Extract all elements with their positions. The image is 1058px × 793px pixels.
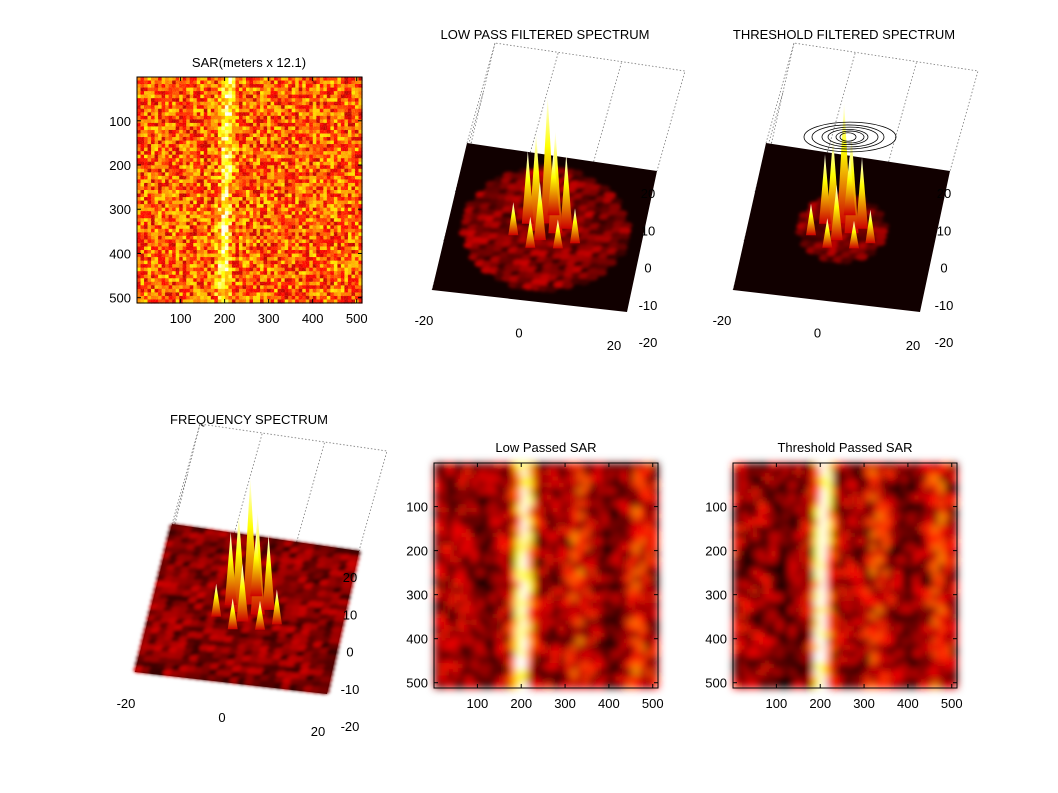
y-tick-label: 10 [937,223,951,238]
y-tick-label: 400 [109,246,131,261]
heatmap-image [137,77,363,304]
y-tick-label: 20 [641,186,655,201]
x-tick-label: 20 [607,338,621,353]
y-tick-label: 20 [343,570,357,585]
panel-sar: SAR(meters x 12.1) 100 200 300 400 500 100 20… [109,55,367,326]
axes-frame [433,462,659,689]
panel-lowpass-spectrum: LOW PASS FILTERED SPECTRUM -20 0 20 20 10 0 -1… [415,27,686,353]
y-axis: 100 200 300 400 500 [705,500,957,691]
y-axis: 100 200 300 400 500 [109,114,362,306]
y-tick-label: 400 [705,632,727,647]
panel-threshold-sar: Threshold Passed SAR 100 200 300 400 500 100… [705,440,962,711]
y-tick-label: 20 [937,186,951,201]
axes-box [732,42,979,291]
x-tick-label: 0 [218,710,225,725]
x-tick-label: 400 [897,696,919,711]
x-tick-label: 20 [311,724,325,739]
surface-peaks [508,95,580,249]
x-tick-label: 300 [554,696,576,711]
panel-lowpass-sar: Low Passed SAR 100 200 300 400 500 100 200 300… [406,440,663,711]
y-tick-label: 200 [705,544,727,559]
chart-title: THRESHOLD FILTERED SPECTRUM [733,27,955,42]
x-tick-label: 0 [814,326,821,341]
y-tick-label: -10 [341,682,360,697]
x-axis: 100 200 300 400 500 [467,463,664,711]
x-tick-label: 300 [258,311,280,326]
x-tick-label: 500 [642,696,664,711]
x-tick-label: 200 [809,696,831,711]
axis-ticks: -20 0 20 20 10 0 -10 -20 [415,186,658,353]
axes-frame [136,76,363,304]
x-tick-label: 300 [853,696,875,711]
x-tick-label: 200 [510,696,532,711]
x-tick-label: 100 [467,696,489,711]
y-tick-label: 300 [109,202,131,217]
y-tick-label: 400 [406,632,428,647]
chart-title: SAR(meters x 12.1) [192,55,306,70]
surface-texture [133,523,361,695]
panel-threshold-spectrum: THRESHOLD FILTERED SPECTRUM -2002020100-… [713,27,979,353]
y-tick-label: 200 [109,158,131,173]
y-tick-label: 300 [705,588,727,603]
surface-plot: -20 0 20 20 10 0 -10 -20 [713,42,979,353]
surface-plot: -20 0 20 20 10 0 -10 -20 [415,42,686,353]
y-tick-label: 0 [940,261,947,276]
surface-plot: -20 0 20 20 10 0 -10 -20 [117,423,388,739]
y-tick-label: 500 [109,291,131,306]
y-tick-label: 100 [705,500,727,515]
x-tick-label: 0 [515,326,522,341]
y-axis: 100 200 300 400 500 [406,500,658,691]
heatmap-image [434,463,659,689]
x-axis: 100 200 300 400 500 [766,463,963,711]
x-tick-label: 400 [598,696,620,711]
axis-ticks: -20 0 20 20 10 0 -10 -20 [117,570,360,739]
axis-ticks: -20 0 20 20 10 0 -10 -20 [713,186,954,353]
chart-title: Low Passed SAR [495,440,596,455]
x-tick-label: 20 [906,338,920,353]
y-tick-label: 0 [346,645,353,660]
y-tick-label: 500 [705,676,727,691]
x-tick-label: 500 [346,311,368,326]
x-tick-label: -20 [117,696,136,711]
chart-title: FREQUENCY SPECTRUM [170,412,328,427]
x-tick-label: -20 [713,313,732,328]
y-tick-label: -20 [935,335,954,350]
x-tick-label: 100 [766,696,788,711]
y-tick-label: 100 [109,114,131,129]
x-tick-label: 100 [170,311,192,326]
y-tick-label: 500 [406,676,428,691]
chart-title: Threshold Passed SAR [777,440,912,455]
x-tick-label: -20 [415,313,434,328]
x-tick-label: 200 [214,311,236,326]
surface-peaks [806,101,876,249]
x-axis: 100 200 300 400 500 [170,77,368,326]
contour-lines [803,121,897,153]
x-tick-label: 500 [941,696,963,711]
y-tick-label: 10 [343,607,357,622]
x-tick-label: 400 [302,311,324,326]
surface-peaks [211,476,282,630]
y-tick-label: 300 [406,588,428,603]
y-tick-label: -10 [639,298,658,313]
y-tick-label: 0 [644,261,651,276]
axes-box [431,42,686,291]
y-tick-label: 100 [406,500,428,515]
axes-frame [732,462,958,689]
y-tick-label: -20 [341,719,360,734]
chart-title: LOW PASS FILTERED SPECTRUM [441,27,650,42]
y-tick-label: 10 [641,223,655,238]
y-tick-label: -10 [935,298,954,313]
panel-frequency-spectrum: FREQUENCY SPECTRUM -20 0 20 20 10 0 -10 -20 [117,412,388,739]
y-tick-label: -20 [639,335,658,350]
heatmap-image [733,463,958,689]
y-tick-label: 200 [406,544,428,559]
